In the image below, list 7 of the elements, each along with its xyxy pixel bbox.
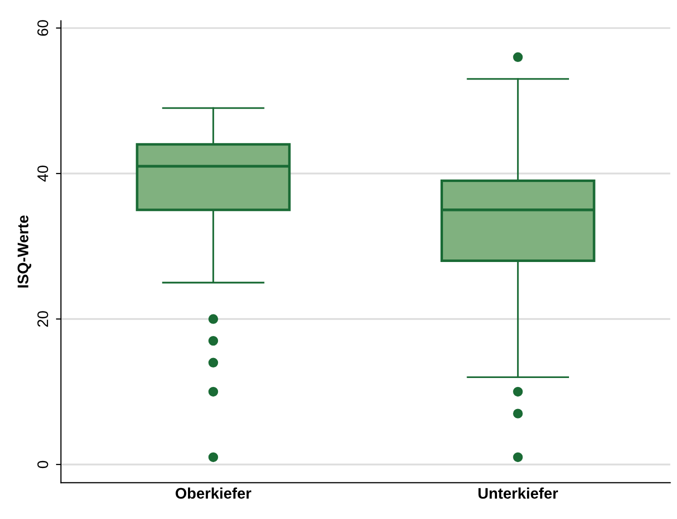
x-tick-label: Oberkiefer <box>176 488 252 499</box>
y-tick-label: 0 <box>37 460 48 468</box>
y-tick-label: 40 <box>37 166 48 182</box>
y-tick-label: 60 <box>37 20 48 36</box>
y-axis-title: ISQ-Werte <box>18 215 32 288</box>
x-tick-label: Unterkiefer <box>478 488 558 499</box>
y-tick-label: 20 <box>37 311 48 327</box>
